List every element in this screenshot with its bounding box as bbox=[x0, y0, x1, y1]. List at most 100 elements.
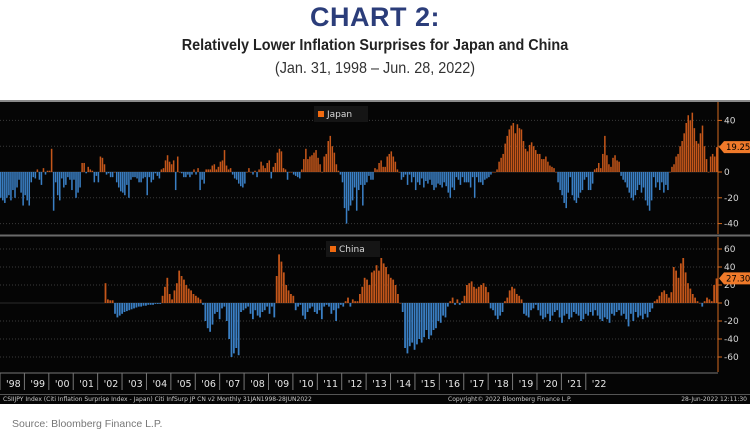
japan-bar bbox=[299, 172, 301, 179]
china-bar bbox=[280, 261, 283, 303]
china-bar bbox=[202, 303, 204, 305]
china-bar bbox=[399, 303, 402, 304]
japan-bar bbox=[654, 172, 657, 188]
japan-bar bbox=[246, 172, 248, 173]
china-bar bbox=[185, 285, 188, 303]
japan-bar bbox=[715, 147, 718, 172]
japan-bar bbox=[579, 172, 582, 193]
china-bar bbox=[106, 299, 109, 303]
china-bar bbox=[266, 303, 269, 307]
china-bar bbox=[211, 303, 214, 325]
china-bar bbox=[344, 301, 347, 303]
china-bar bbox=[187, 288, 190, 303]
japan-bar bbox=[451, 172, 454, 188]
china-bar bbox=[240, 303, 242, 312]
japan-bar bbox=[455, 172, 458, 178]
japan-bar bbox=[382, 166, 384, 172]
japan-bar bbox=[16, 172, 18, 188]
japan-bar bbox=[223, 150, 226, 172]
china-bar bbox=[408, 303, 411, 347]
china-bar bbox=[660, 292, 663, 303]
china-bar bbox=[613, 303, 616, 316]
china-bar bbox=[363, 277, 366, 303]
china-bar bbox=[601, 303, 604, 321]
footer-timestamp: 28-Jun-2022 12:11:30 bbox=[681, 396, 747, 403]
japan-bar bbox=[305, 148, 307, 172]
japan-bar bbox=[32, 172, 35, 178]
japan-bar bbox=[215, 169, 218, 172]
japan-bar bbox=[467, 172, 470, 183]
china-bar bbox=[366, 279, 368, 303]
japan-bar bbox=[528, 144, 531, 172]
x-tick-label: '07 bbox=[226, 379, 241, 390]
japan-bar bbox=[355, 172, 358, 211]
x-tick-label: '99 bbox=[30, 379, 45, 390]
japan-bar bbox=[713, 156, 716, 172]
japan-bar bbox=[154, 172, 157, 174]
bloomberg-chart: 40 20 0 -20 -40 19.25 Japan 60 40 20 0 -20 -40 -60 27… bbox=[0, 100, 750, 404]
japan-bar bbox=[372, 172, 374, 180]
china-bar bbox=[499, 303, 502, 316]
japan-bar bbox=[319, 164, 321, 172]
china-ytick-label: 40 bbox=[724, 263, 736, 273]
japan-bar bbox=[0, 172, 2, 198]
japan-bar bbox=[697, 143, 700, 172]
japan-bar bbox=[229, 168, 232, 172]
x-tick-label: '16 bbox=[445, 379, 460, 390]
japan-bar bbox=[14, 172, 16, 198]
china-bar bbox=[292, 295, 295, 303]
china-bar bbox=[418, 303, 421, 339]
china-bar bbox=[668, 297, 670, 303]
china-bar bbox=[133, 303, 135, 309]
china-bar bbox=[413, 303, 416, 350]
china-bar bbox=[213, 303, 216, 314]
japan-bar bbox=[526, 151, 529, 172]
china-bar bbox=[511, 286, 513, 303]
japan-legend-box bbox=[314, 106, 368, 122]
japan-bar bbox=[711, 153, 714, 172]
japan-ytick-label: -40 bbox=[724, 220, 739, 230]
x-tick-label: '03 bbox=[128, 379, 143, 390]
china-bar bbox=[306, 303, 309, 312]
chart-svg: 40 20 0 -20 -40 19.25 Japan 60 40 20 0 -20 -40 -60 27… bbox=[0, 100, 750, 403]
japan-bar bbox=[138, 172, 140, 183]
japan-bar bbox=[313, 152, 315, 172]
japan-bar bbox=[50, 148, 53, 172]
china-ytick-label: -20 bbox=[724, 317, 739, 327]
japan-bar bbox=[555, 172, 557, 173]
china-panel: 60 40 20 0 -20 -40 -60 27.30 China bbox=[0, 237, 750, 372]
japan-bar bbox=[205, 169, 207, 172]
japan-bar bbox=[410, 172, 413, 183]
china-bar bbox=[523, 303, 525, 314]
x-tick-label: '00 bbox=[55, 379, 70, 390]
japan-bar bbox=[113, 172, 116, 173]
japan-bar bbox=[604, 135, 606, 172]
china-bar bbox=[449, 301, 452, 303]
japan-bar bbox=[315, 150, 317, 172]
japan-bar bbox=[341, 172, 344, 183]
japan-bar bbox=[366, 172, 368, 183]
china-bar bbox=[475, 288, 478, 303]
japan-bar bbox=[608, 164, 610, 172]
china-bar bbox=[670, 292, 673, 303]
china-bar bbox=[225, 303, 228, 321]
japan-bar bbox=[504, 143, 506, 172]
japan-last-value: 19.25 bbox=[726, 143, 750, 153]
china-bar bbox=[116, 303, 119, 318]
japan-bar bbox=[148, 172, 151, 178]
japan-bar bbox=[597, 162, 600, 172]
japan-bar bbox=[480, 172, 482, 183]
china-bar bbox=[164, 286, 166, 303]
japan-bar bbox=[18, 172, 20, 180]
japan-bar bbox=[217, 166, 220, 172]
japan-bar bbox=[473, 172, 476, 198]
japan-bar bbox=[494, 172, 496, 173]
japan-bar bbox=[612, 157, 614, 172]
china-bar bbox=[611, 303, 613, 314]
china-bar bbox=[591, 303, 594, 316]
japan-bar bbox=[321, 172, 323, 173]
japan-bar bbox=[54, 172, 57, 183]
china-bar bbox=[109, 300, 112, 303]
china-bar bbox=[672, 267, 675, 303]
japan-bar bbox=[87, 166, 89, 172]
